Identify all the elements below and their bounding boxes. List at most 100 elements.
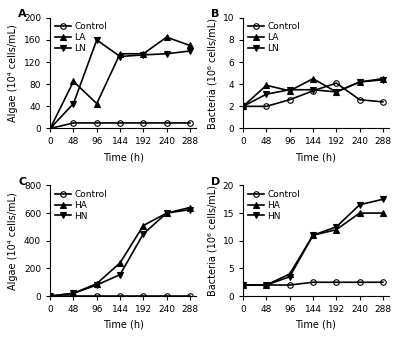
LN (287, 88, 292, 92)
Control (241, 104, 246, 108)
Line: LN: LN (240, 77, 386, 109)
HA (141, 223, 146, 227)
Control (311, 89, 316, 93)
Control (311, 280, 316, 284)
HN (380, 197, 385, 201)
HN (311, 233, 316, 237)
LN (311, 88, 316, 92)
Line: Control: Control (47, 120, 193, 131)
LN (141, 53, 146, 57)
LA (164, 35, 169, 39)
LN (164, 52, 169, 56)
Control (141, 294, 146, 298)
LA (241, 104, 246, 108)
LA (287, 89, 292, 93)
Control (264, 104, 269, 108)
HA (94, 282, 99, 286)
Line: Control: Control (47, 293, 193, 299)
Control (48, 294, 52, 298)
HA (71, 291, 76, 295)
Control (334, 280, 339, 284)
Line: HN: HN (240, 196, 386, 288)
Control (71, 121, 76, 125)
LA (357, 80, 362, 84)
Control (164, 121, 169, 125)
LN (334, 90, 339, 94)
LN (94, 38, 99, 42)
Y-axis label: Algae (10⁴ cells/mL): Algae (10⁴ cells/mL) (8, 192, 18, 290)
Control (264, 283, 269, 287)
Line: HA: HA (47, 205, 193, 299)
Line: Control: Control (240, 280, 386, 288)
Control (94, 294, 99, 298)
LA (311, 77, 316, 81)
Line: HN: HN (47, 207, 193, 299)
HA (48, 294, 52, 298)
Control (118, 121, 122, 125)
HA (334, 228, 339, 232)
Text: C: C (18, 176, 26, 187)
X-axis label: Time (h): Time (h) (102, 152, 144, 162)
Control (164, 294, 169, 298)
Line: HA: HA (240, 210, 386, 288)
LN (357, 80, 362, 84)
LA (94, 101, 99, 105)
LA (188, 44, 192, 48)
LN (118, 54, 122, 58)
Text: D: D (211, 176, 220, 187)
LA (48, 126, 52, 130)
HN (71, 291, 76, 295)
LA (380, 77, 385, 81)
Control (71, 294, 76, 298)
HA (188, 206, 192, 210)
Legend: Control, HA, HN: Control, HA, HN (53, 188, 109, 222)
HN (264, 283, 269, 287)
HA (264, 283, 269, 287)
Control (357, 280, 362, 284)
X-axis label: Time (h): Time (h) (296, 320, 336, 330)
Control (118, 294, 122, 298)
X-axis label: Time (h): Time (h) (296, 152, 336, 162)
Text: A: A (18, 9, 27, 19)
Control (380, 100, 385, 104)
Line: LA: LA (47, 34, 193, 131)
HA (241, 283, 246, 287)
HN (94, 283, 99, 287)
Line: LN: LN (47, 37, 193, 131)
HN (334, 225, 339, 229)
LN (241, 104, 246, 108)
Legend: Control, LA, LN: Control, LA, LN (246, 21, 302, 55)
LN (71, 101, 76, 105)
Text: B: B (211, 9, 220, 19)
HN (287, 275, 292, 279)
Y-axis label: Algae (10⁴ cells/mL): Algae (10⁴ cells/mL) (8, 24, 18, 122)
Control (287, 98, 292, 102)
HA (380, 211, 385, 215)
HA (164, 211, 169, 215)
LN (188, 49, 192, 53)
HN (118, 273, 122, 277)
LA (118, 52, 122, 56)
Line: LA: LA (240, 76, 386, 109)
HN (241, 283, 246, 287)
Control (334, 81, 339, 85)
Control (94, 121, 99, 125)
Line: Control: Control (240, 80, 386, 109)
HA (287, 272, 292, 276)
HN (164, 211, 169, 215)
Control (48, 126, 52, 130)
Legend: Control, LA, LN: Control, LA, LN (53, 21, 109, 55)
HA (311, 233, 316, 237)
Control (241, 283, 246, 287)
Legend: Control, HA, HN: Control, HA, HN (246, 188, 302, 222)
LA (141, 52, 146, 56)
HN (188, 208, 192, 212)
LN (48, 126, 52, 130)
LA (334, 90, 339, 94)
Control (188, 121, 192, 125)
Y-axis label: Bacteria (10⁶ cells/mL): Bacteria (10⁶ cells/mL) (207, 185, 217, 296)
X-axis label: Time (h): Time (h) (102, 320, 144, 330)
LN (264, 92, 269, 96)
Control (287, 283, 292, 287)
Control (188, 294, 192, 298)
